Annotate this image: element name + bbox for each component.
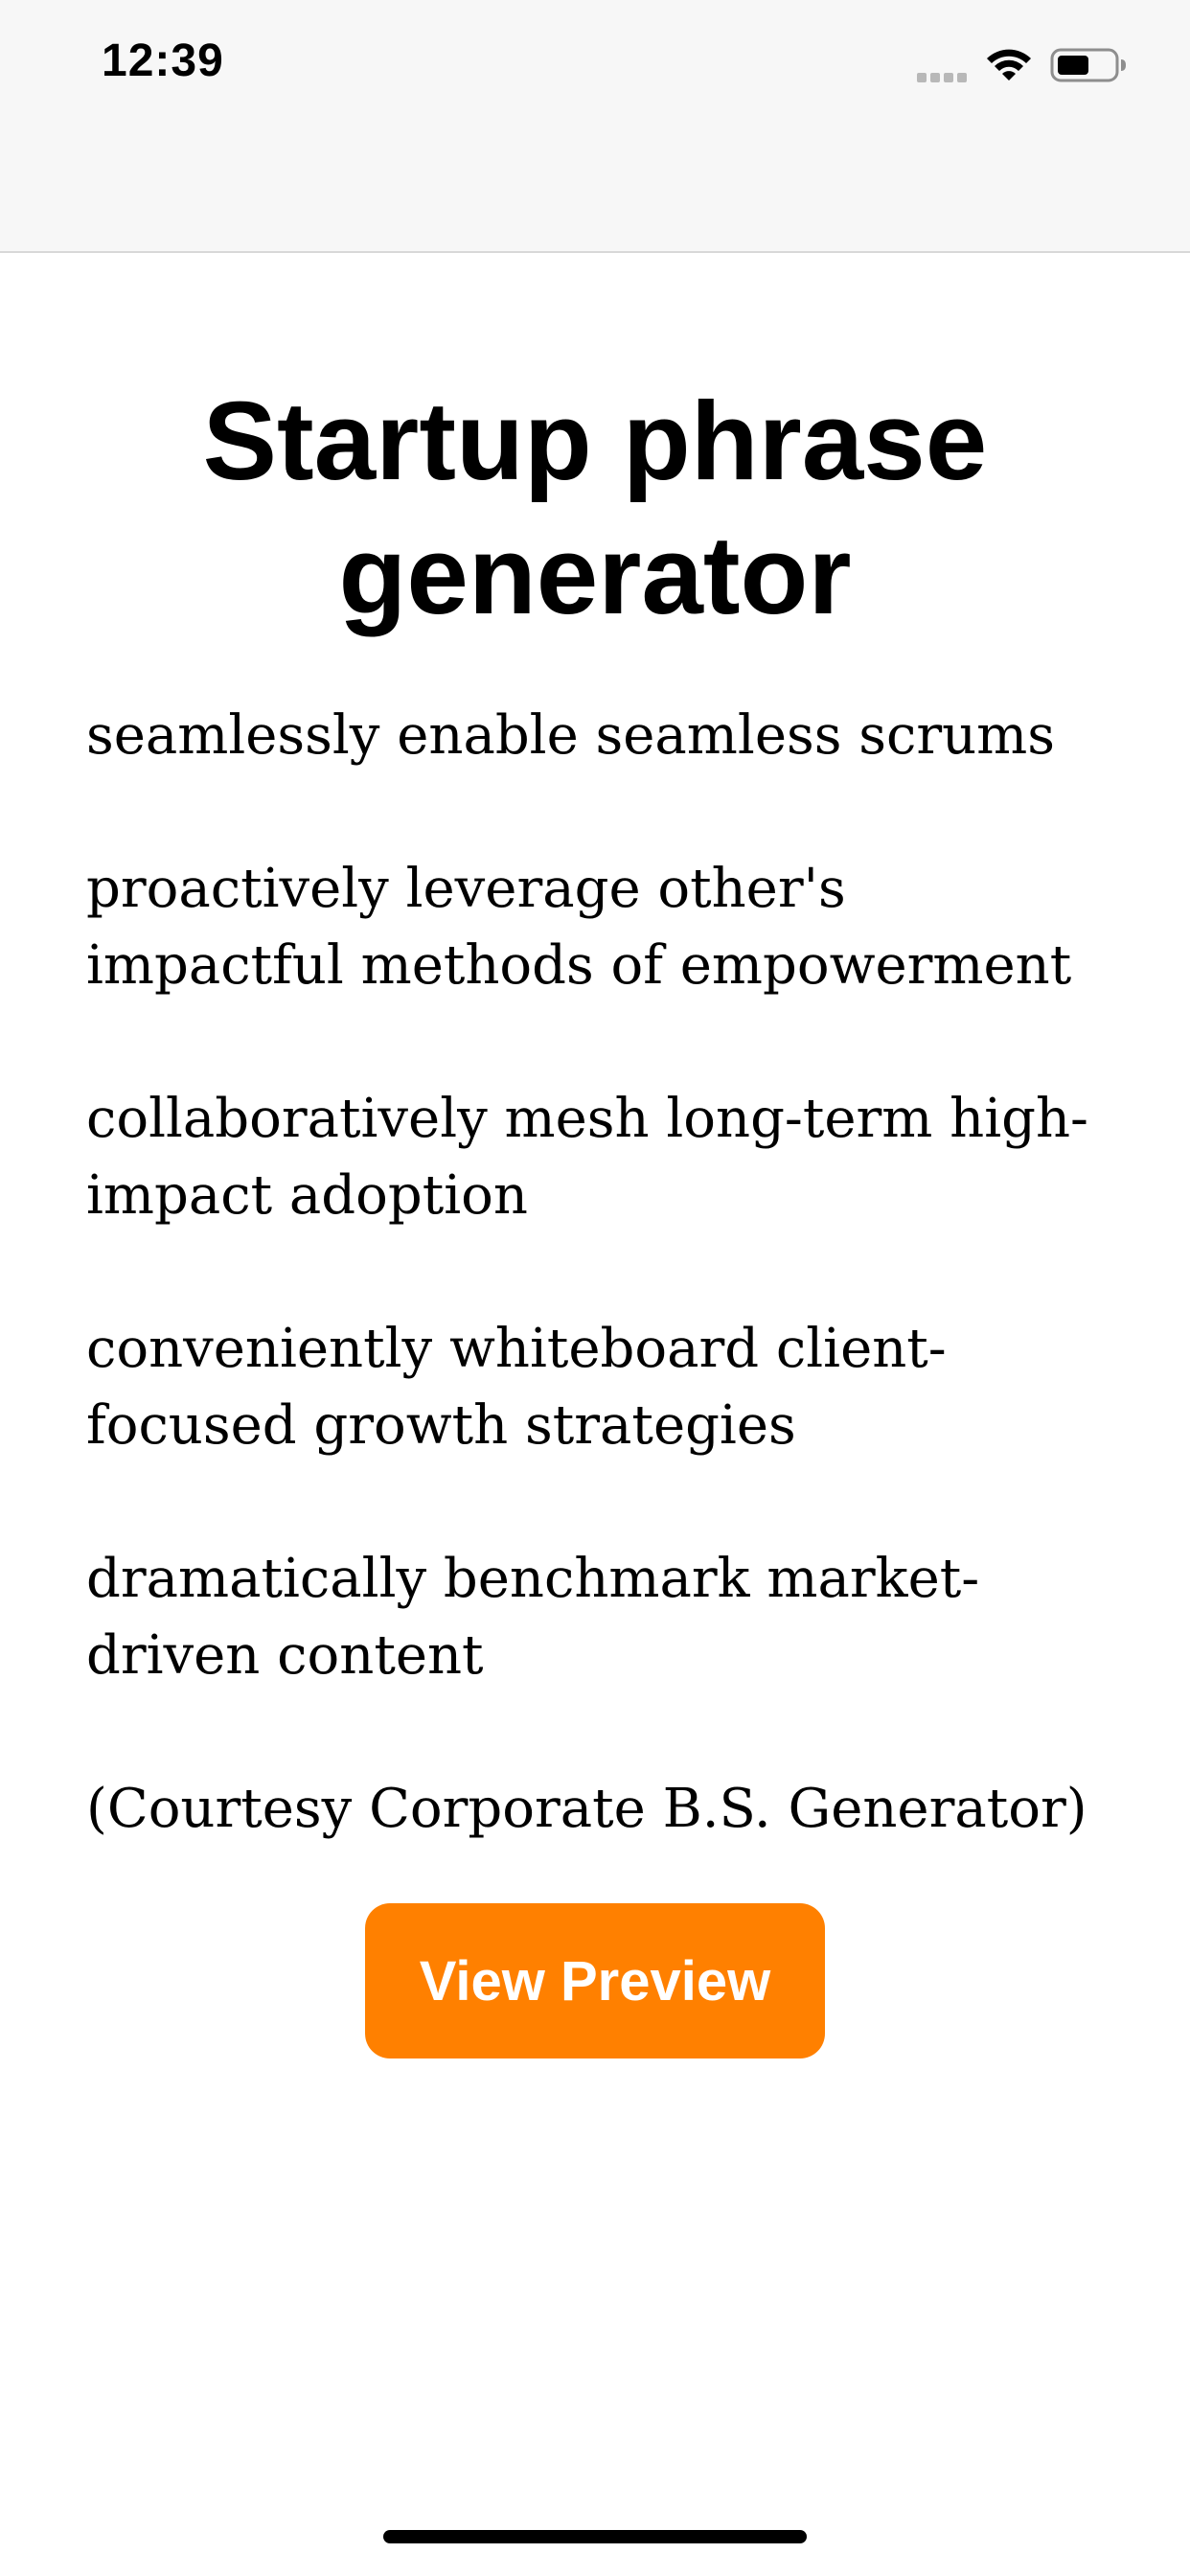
home-indicator[interactable] — [383, 2530, 807, 2543]
wifi-icon — [987, 49, 1031, 80]
view-preview-button[interactable]: View Preview — [365, 1903, 825, 2058]
phrase-item: collaboratively mesh long-term high-impa… — [86, 1088, 1088, 1227]
phrase-item: conveniently whiteboard client-focused g… — [86, 1318, 947, 1457]
phrase-item: proactively leverage other's impactful m… — [86, 858, 1072, 997]
battery-icon — [1050, 48, 1126, 82]
signal-icon — [917, 70, 971, 82]
phrase-item: seamlessly enable seamless scrums — [86, 704, 1056, 767]
status-time: 12:39 — [102, 35, 224, 86]
phrase-item: dramatically benchmark market-driven con… — [86, 1548, 980, 1687]
page-title: Startup phrase generator — [202, 379, 988, 637]
status-bar: 12:39 — [0, 0, 1190, 253]
courtesy-note: (Courtesy Corporate B.S. Generator) — [86, 1778, 1087, 1840]
phrase-list: seamlessly enable seamless scrums proact… — [86, 698, 1102, 1771]
